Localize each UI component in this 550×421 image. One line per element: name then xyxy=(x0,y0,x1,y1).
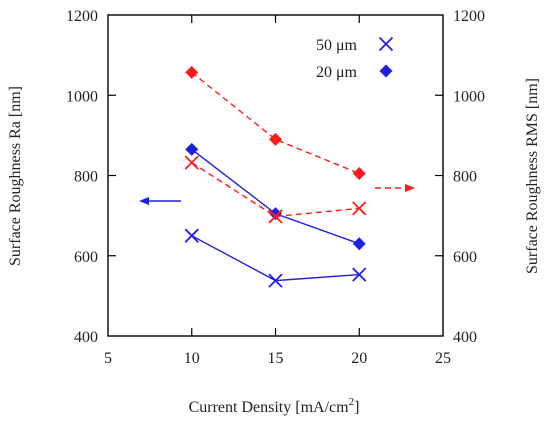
x-marker-stroke xyxy=(352,267,367,282)
left-axis-arrow-head xyxy=(139,197,149,205)
legend-label: 50 μm xyxy=(316,37,358,54)
y-tick-label-right: 1000 xyxy=(453,88,485,105)
x-marker-stroke xyxy=(184,228,199,243)
data-point-right-diamond xyxy=(269,132,282,146)
data-point-left-diamond xyxy=(269,207,282,221)
x-tick-label: 5 xyxy=(104,350,112,367)
data-point-left-diamond xyxy=(185,142,199,156)
data-point-left-x xyxy=(352,267,367,282)
plot-frame xyxy=(107,14,444,337)
series-line-right-x xyxy=(191,162,360,218)
y-axis-title-left: Surface Roughness Ra [nm] xyxy=(7,86,24,266)
right-axis-arrow-head xyxy=(405,184,415,192)
x-tick-label: 10 xyxy=(184,350,200,367)
data-point-right-x xyxy=(184,155,199,170)
legend: 50 μm 20 μm xyxy=(316,36,394,81)
y-tick-label-right: 1200 xyxy=(453,8,485,25)
legend-label: 20 μm xyxy=(316,64,358,81)
y-tick-label-left: 800 xyxy=(74,169,98,186)
x-marker-stroke xyxy=(184,155,199,170)
data-point-left-diamond xyxy=(352,237,366,251)
y-tick-label-left: 400 xyxy=(74,329,98,346)
data-point-left-x xyxy=(268,273,283,288)
data-point-right-x xyxy=(268,209,283,224)
x-axis-title-tail: ] xyxy=(354,399,359,416)
y-tick-label-right: 800 xyxy=(453,169,477,186)
x-tick-label: 25 xyxy=(435,350,451,367)
y-tick-label-left: 1000 xyxy=(66,88,98,105)
data-point-right-diamond xyxy=(352,166,366,180)
data-point-right-x xyxy=(352,201,367,216)
x-tick-label: 15 xyxy=(268,350,284,367)
data-point-right-diamond xyxy=(185,65,199,79)
x-marker-stroke xyxy=(378,36,394,52)
x-axis-title-sup: 2 xyxy=(349,396,355,408)
series-line-left-x xyxy=(191,235,360,282)
x-axis-title: Current Density [mA/cm2] xyxy=(189,396,360,416)
legend-marker-diamond xyxy=(379,64,393,78)
y-tick-label-right: 400 xyxy=(453,329,477,346)
y-axis-title-right: Surface Roughness RMS [nm] xyxy=(524,78,541,274)
data-series xyxy=(139,65,415,288)
x-axis-title-main: Current Density [mA/cm xyxy=(189,399,350,416)
legend-marker-x xyxy=(378,36,394,52)
x-marker-stroke xyxy=(352,201,367,216)
series-line-right-diamond xyxy=(191,71,360,175)
y-tick-label-right: 600 xyxy=(453,249,477,266)
data-point-left-x xyxy=(184,228,199,243)
x-marker-stroke xyxy=(268,209,283,224)
x-marker-stroke xyxy=(268,273,283,288)
x-tick-label: 20 xyxy=(351,350,367,367)
y-tick-label-left: 1200 xyxy=(66,8,98,25)
y-tick-label-left: 600 xyxy=(74,249,98,266)
